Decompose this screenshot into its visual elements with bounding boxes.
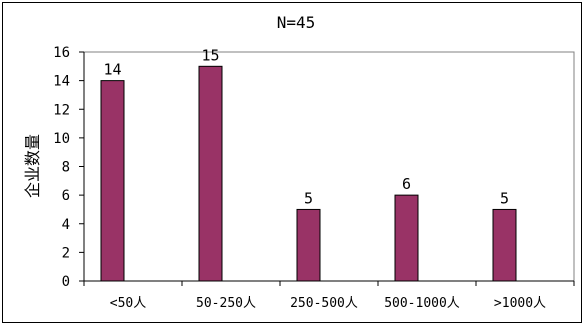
bar <box>492 208 517 282</box>
data-label: 14 <box>103 61 121 79</box>
data-label: 5 <box>304 189 313 207</box>
y-tick-label: 16 <box>53 45 70 61</box>
bar <box>296 208 321 282</box>
category-label: <50人 <box>110 296 146 311</box>
y-tick-label: 2 <box>62 245 70 261</box>
y-tick-label: 0 <box>62 274 70 290</box>
data-label: 15 <box>201 46 219 64</box>
bar <box>394 194 419 282</box>
bar <box>198 65 223 282</box>
y-tick-label: 8 <box>62 160 70 176</box>
chart-title: N=45 <box>277 13 316 32</box>
y-tick-label: 14 <box>53 74 70 90</box>
bar <box>100 80 125 282</box>
y-tick-label: 4 <box>62 217 70 233</box>
data-label: 5 <box>500 189 509 207</box>
y-axis-label: 企业数量 <box>23 134 42 198</box>
y-tick-label: 6 <box>62 188 70 204</box>
category-label: 500-1000人 <box>384 296 460 311</box>
data-label: 6 <box>402 175 411 193</box>
category-label: 250-500人 <box>290 296 358 311</box>
chart-frame <box>2 2 582 323</box>
category-label: 50-250人 <box>196 296 256 311</box>
y-tick-label: 10 <box>53 131 70 147</box>
y-tick-label: 12 <box>53 102 70 118</box>
category-label: >1000人 <box>494 296 546 311</box>
